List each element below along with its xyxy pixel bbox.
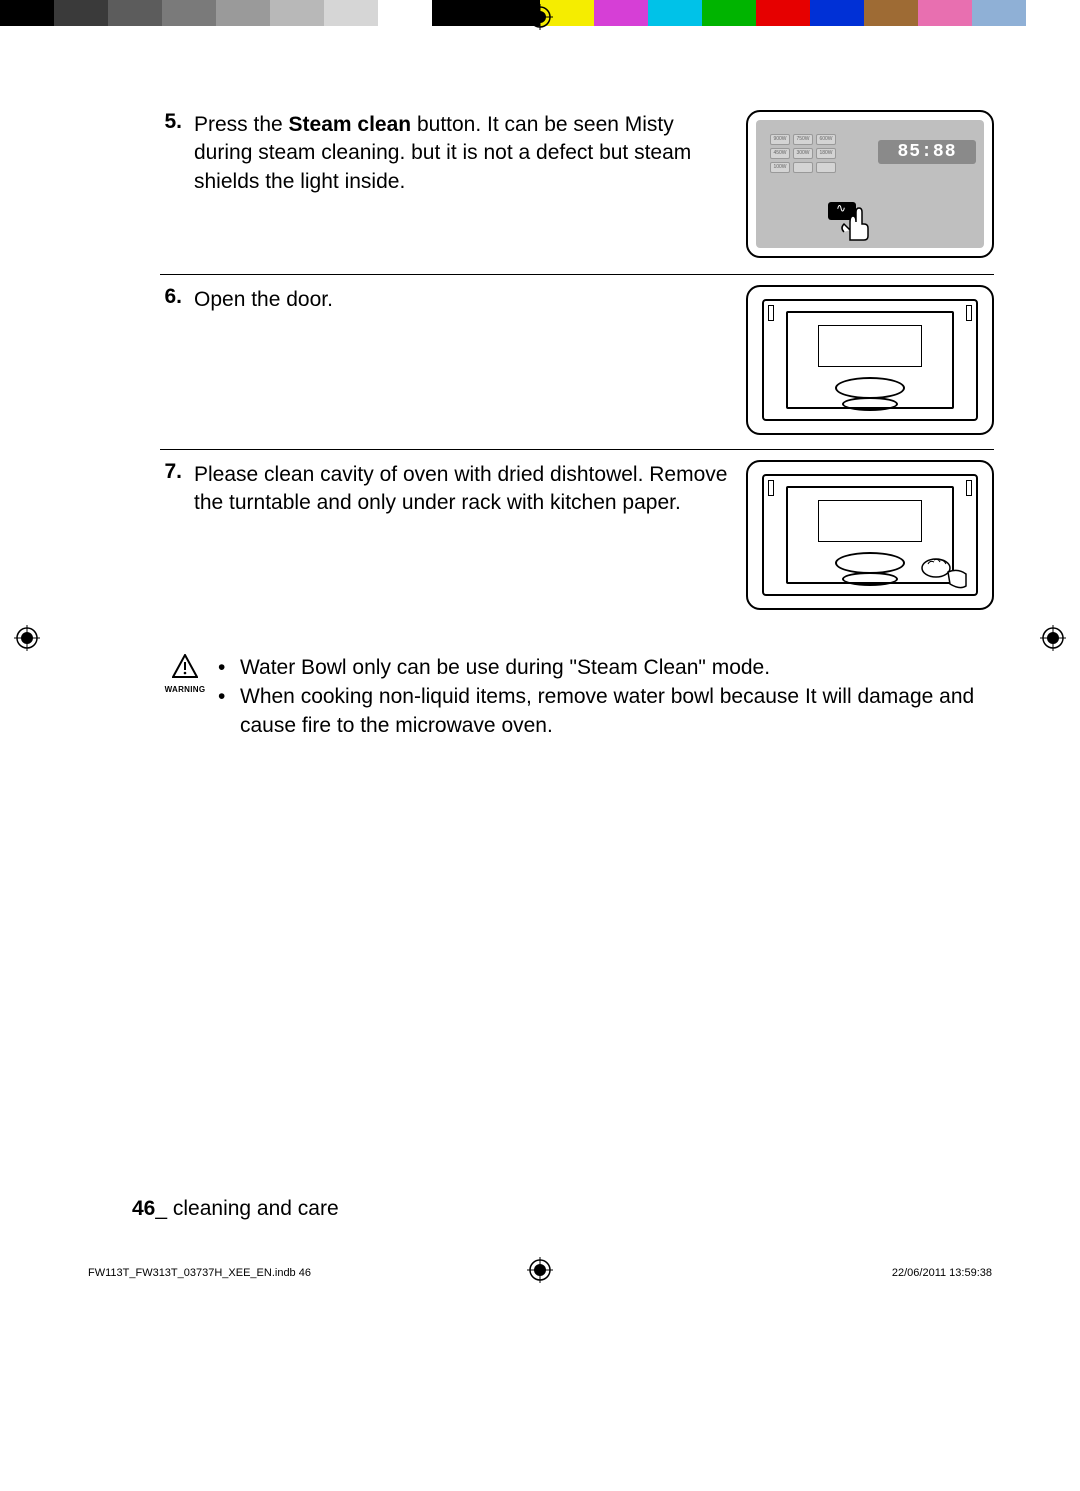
step-5: 5. Press the Steam clean button. It can … [160, 110, 994, 275]
registration-mark-icon [14, 625, 40, 651]
step-text: Press the Steam clean button. It can be … [194, 110, 734, 196]
print-timestamp: 22/06/2011 13:59:38 [892, 1267, 992, 1279]
registration-mark-icon [527, 4, 553, 30]
warning-bullet-text: Water Bowl only can be use during "Steam… [240, 654, 770, 683]
step-figure-oven-clean [746, 460, 994, 610]
pointing-hand-icon [834, 202, 874, 242]
warning-block: WARNING • Water Bowl only can be use dur… [160, 654, 994, 741]
panel-display: 85:88 [878, 140, 976, 164]
warning-triangle-icon [172, 654, 198, 678]
page-footer: 46_ cleaning and care [132, 1197, 339, 1221]
step-text: Please clean cavity of oven with dried d… [194, 460, 734, 518]
step-figure-oven-open [746, 285, 994, 435]
step-figure-control-panel: 900W750W600W450W300W180W100W 85:88 [746, 110, 994, 260]
step-7: 7. Please clean cavity of oven with drie… [160, 460, 994, 624]
step-text: Open the door. [194, 285, 734, 314]
step-number: 5. [160, 110, 182, 134]
warning-bullets: • Water Bowl only can be use during "Ste… [218, 654, 994, 741]
section-name: _ cleaning and care [155, 1197, 338, 1220]
step-number: 7. [160, 460, 182, 484]
warning-label: WARNING [160, 685, 210, 694]
cleaning-hand-icon [920, 554, 968, 592]
page-number: 46 [132, 1197, 155, 1220]
file-name: FW113T_FW313T_03737H_XEE_EN.indb 46 [88, 1267, 311, 1279]
page-content: 5. Press the Steam clean button. It can … [160, 110, 994, 1291]
print-metadata: FW113T_FW313T_03737H_XEE_EN.indb 46 22/0… [88, 1267, 992, 1279]
warning-icon-column: WARNING [160, 654, 210, 694]
step-6: 6. Open the door. [160, 285, 994, 450]
warning-bullet-text: When cooking non-liquid items, remove wa… [240, 683, 994, 741]
step-number: 6. [160, 285, 182, 309]
registration-mark-icon [1040, 625, 1066, 651]
